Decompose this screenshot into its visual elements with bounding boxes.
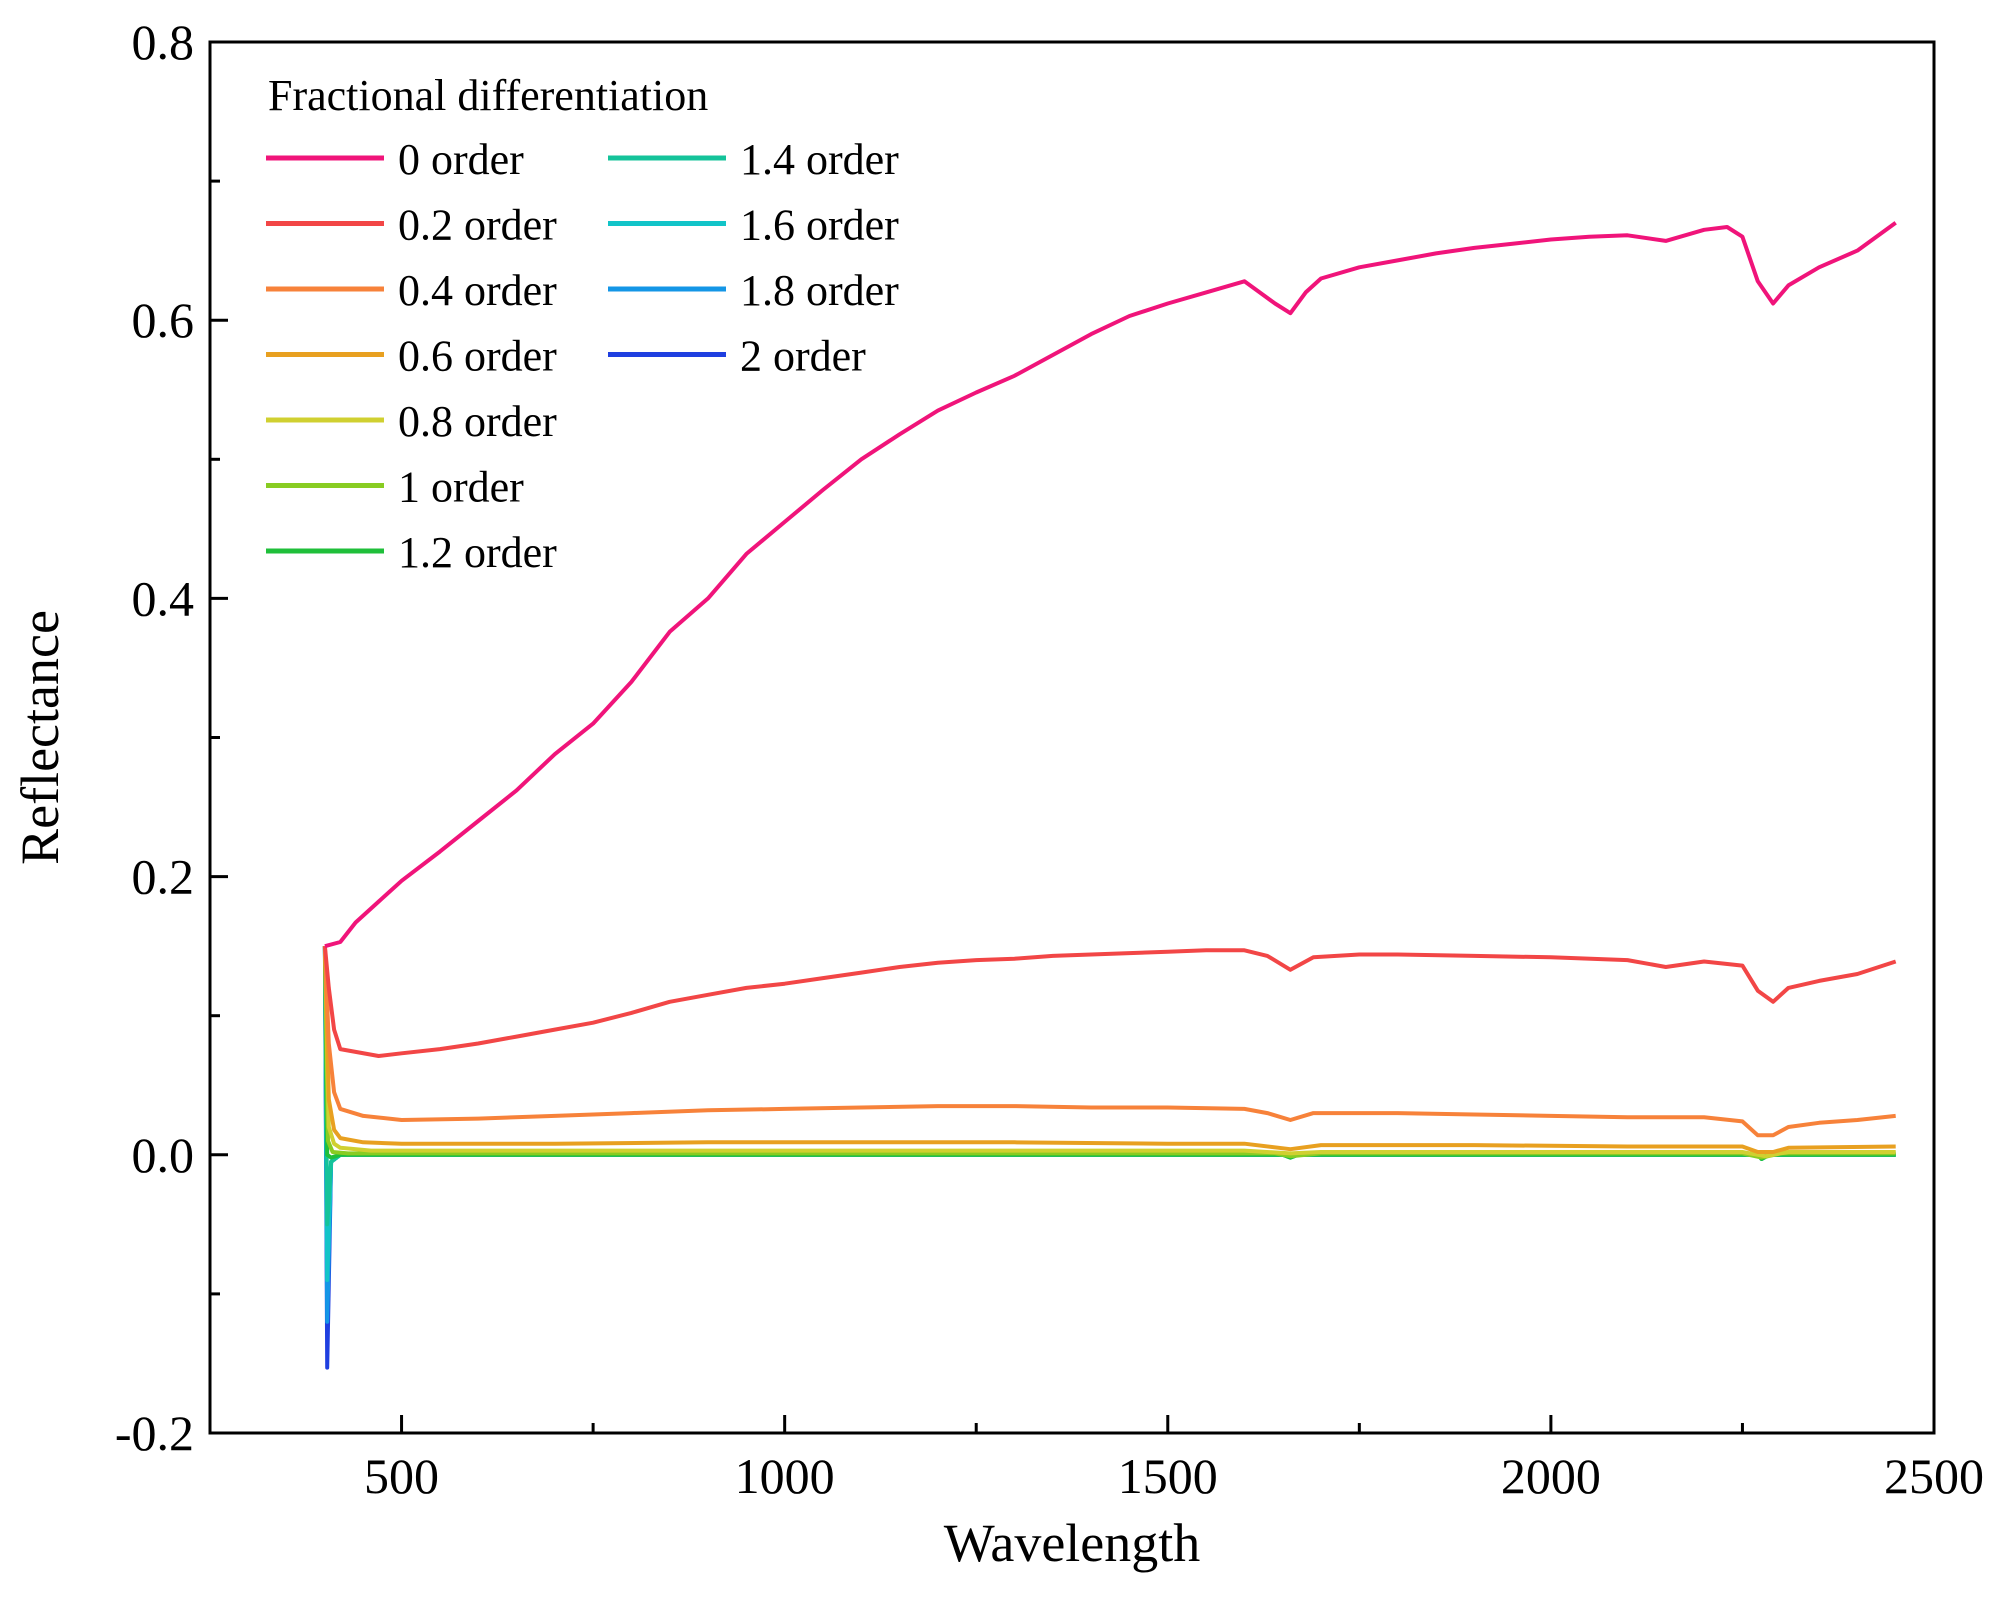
ticks-layer: 500 1000 1500 2000 2500 -0.2 0.0 0.2 0.4 0.6 0.8	[115, 14, 1984, 1504]
legend-label: 2 order	[740, 332, 866, 381]
legend-item: 2 order	[608, 332, 866, 381]
y-tick-label: 0.2	[132, 849, 195, 905]
series-line-0-2-order	[322, 946, 1897, 1058]
legend-item: 0.6 order	[266, 332, 557, 381]
legend: Fractional differentiation 0 order 0.2 or…	[266, 71, 899, 577]
y-tick-label: 0.6	[132, 292, 195, 348]
legend-label: 1.2 order	[398, 528, 557, 577]
legend-label: 1.6 order	[740, 201, 899, 250]
legend-item: 0.8 order	[266, 397, 557, 446]
x-tick-label: 2000	[1501, 1448, 1601, 1504]
legend-label: 0 order	[398, 135, 524, 184]
plot-frame	[208, 40, 1936, 1435]
y-axis-title: Reflectance	[10, 610, 70, 865]
legend-title: Fractional differentiation	[268, 71, 708, 120]
series-line-1-order	[322, 946, 1896, 1160]
x-tick-label: 2500	[1884, 1448, 1984, 1504]
legend-item: 1.2 order	[266, 528, 557, 577]
y-tick-label: 0.8	[132, 14, 195, 70]
series-line-0-6-order	[322, 946, 1896, 1154]
y-tick-label: 0.0	[132, 1127, 195, 1183]
series-line-1-6-order	[322, 946, 1896, 1282]
legend-item: 1.8 order	[608, 266, 899, 315]
legend-label: 0.6 order	[398, 332, 557, 381]
series-line-2-order	[322, 946, 1896, 1370]
series-line-0-order	[324, 221, 1897, 949]
series-line-0-4-order	[322, 946, 1896, 1138]
legend-item: 0.4 order	[266, 266, 557, 315]
series-line-1-2-order	[322, 946, 1896, 1161]
y-tick-label: -0.2	[115, 1405, 194, 1461]
legend-label: 1 order	[398, 463, 524, 512]
series-line-1-4-order	[322, 946, 1896, 1227]
x-tick-label: 500	[364, 1448, 439, 1504]
legend-item: 0 order	[266, 135, 524, 184]
x-tick-label: 1500	[1118, 1448, 1218, 1504]
x-axis-title: Wavelength	[944, 1513, 1201, 1573]
y-tick-label: 0.4	[132, 570, 195, 626]
legend-item: 1.4 order	[608, 135, 899, 184]
legend-item: 1.6 order	[608, 201, 899, 250]
legend-label: 0.8 order	[398, 397, 557, 446]
x-tick-label: 1000	[735, 1448, 835, 1504]
legend-item: 0.2 order	[266, 201, 557, 250]
legend-label: 0.4 order	[398, 266, 557, 315]
legend-item: 1 order	[266, 463, 524, 512]
series-line-0-8-order	[322, 946, 1896, 1159]
legend-label: 1.4 order	[740, 135, 899, 184]
legend-label: 1.8 order	[740, 266, 899, 315]
legend-label: 0.2 order	[398, 201, 557, 250]
series-line-1-8-order	[322, 946, 1896, 1324]
series-layer	[322, 221, 1897, 1370]
